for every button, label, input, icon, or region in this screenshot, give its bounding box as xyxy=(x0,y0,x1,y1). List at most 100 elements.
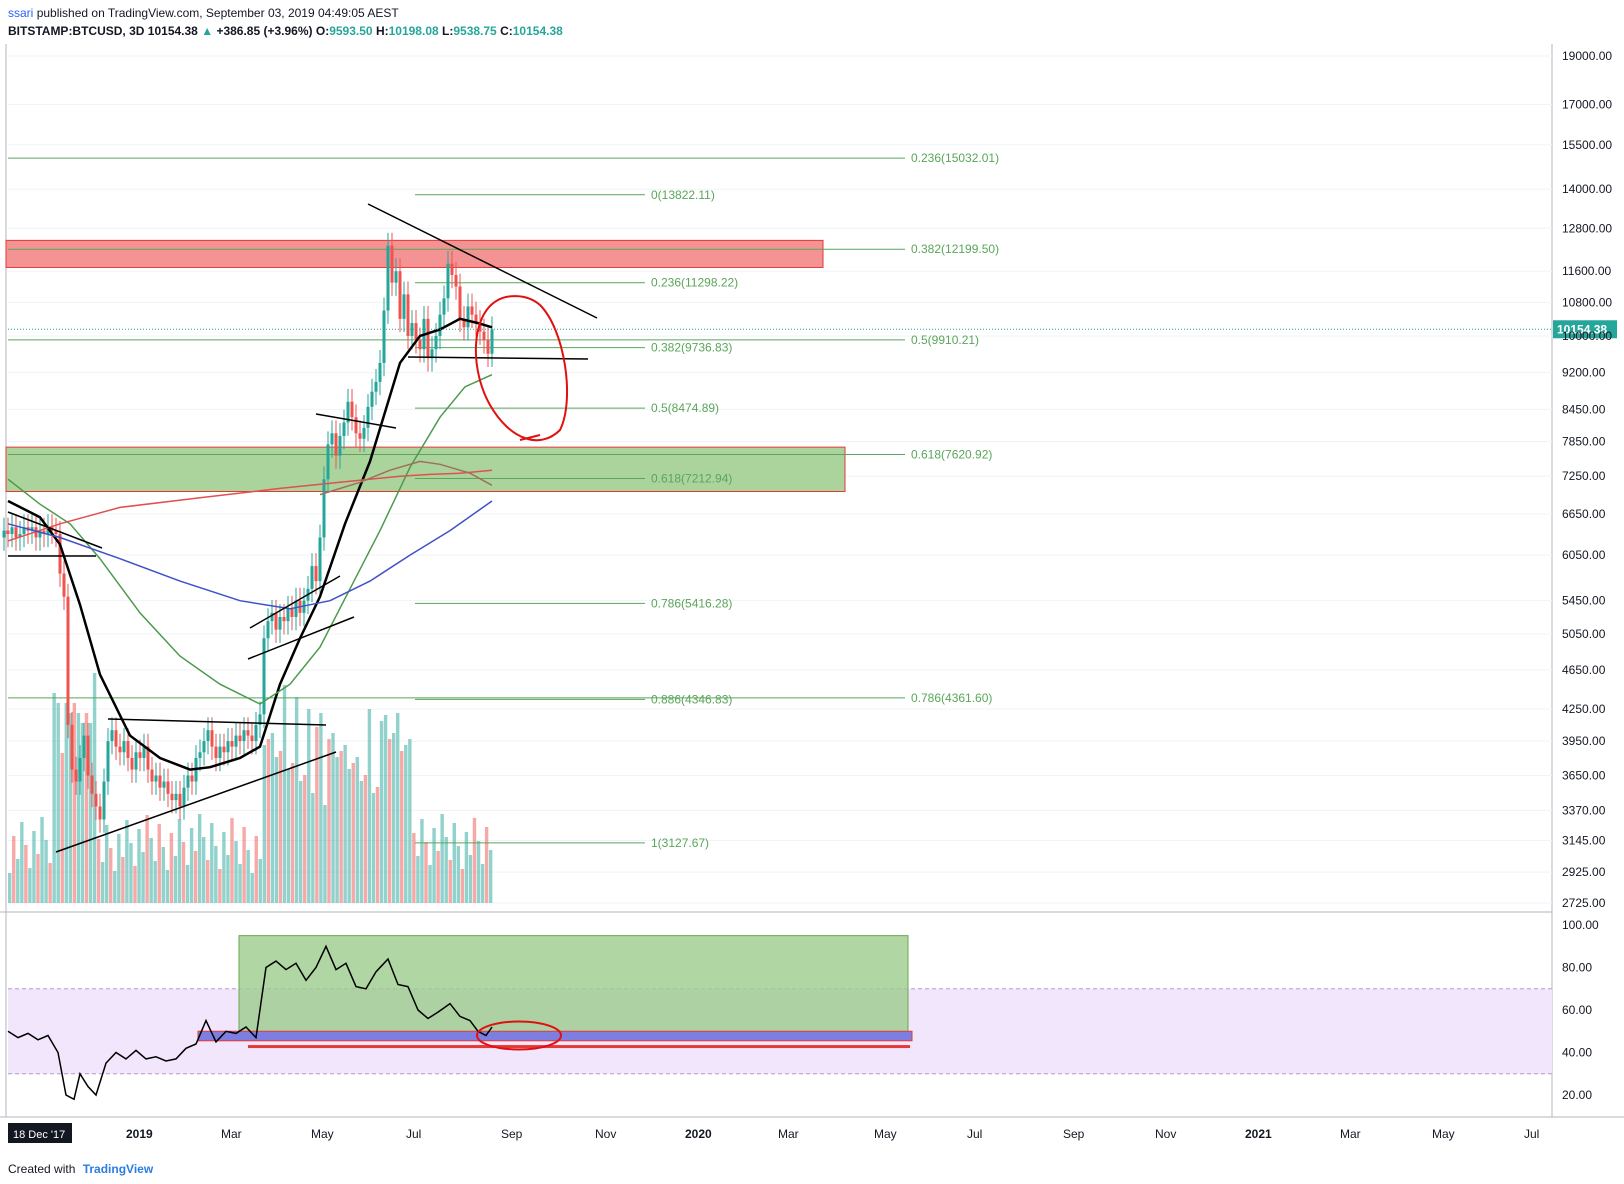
volume-bar xyxy=(274,757,279,903)
candle-body xyxy=(398,271,402,319)
candle-body xyxy=(226,741,230,753)
price-tick-label: 2925.00 xyxy=(1562,865,1606,879)
tradingview-logo[interactable]: TradingView xyxy=(82,1162,154,1176)
volume-bar xyxy=(185,865,190,903)
candle-body xyxy=(210,730,214,747)
rsi-tick-label: 40.00 xyxy=(1562,1046,1592,1060)
candle-body xyxy=(138,752,142,758)
candle-body xyxy=(362,427,366,439)
author-link[interactable]: ssari xyxy=(8,6,34,20)
volume-bar xyxy=(408,739,412,903)
created-with-text: Created with xyxy=(8,1162,76,1176)
volume-bar xyxy=(428,865,432,903)
low-value: 9538.75 xyxy=(453,24,497,38)
high-value: 10198.08 xyxy=(388,24,439,38)
candle-body xyxy=(86,735,90,776)
candle-body xyxy=(386,245,390,311)
volume-bar xyxy=(323,805,327,903)
rsi-tick-label: 20.00 xyxy=(1562,1088,1592,1102)
candle-body xyxy=(274,612,278,630)
volume-bar xyxy=(363,775,368,903)
volume-bar xyxy=(355,757,359,903)
annotation-circle xyxy=(474,295,569,442)
candle-body xyxy=(394,271,398,283)
candle-body xyxy=(402,294,406,319)
candle-body xyxy=(378,362,382,382)
volume-bar xyxy=(210,823,214,903)
volume-bar xyxy=(379,721,384,903)
volume-bar xyxy=(48,863,52,903)
candle-body xyxy=(374,381,378,392)
volume-bar xyxy=(242,827,246,903)
candle-body xyxy=(14,527,18,538)
time-cursor-tag xyxy=(8,1123,72,1143)
volume-bar xyxy=(359,781,364,903)
volume-bar xyxy=(137,829,141,903)
price-tick-label: 17000.00 xyxy=(1562,98,1612,112)
volume-bar xyxy=(375,787,380,903)
volume-bar xyxy=(214,846,218,903)
fib-level-label: 0.618(7212.94) xyxy=(651,471,732,485)
volume-bar xyxy=(452,823,456,903)
time-tick-label: Jul xyxy=(406,1127,421,1141)
price-tick-label: 7250.00 xyxy=(1562,469,1606,483)
candle-body xyxy=(134,752,138,770)
price-tick-label: 9200.00 xyxy=(1562,365,1606,379)
candle-body xyxy=(230,741,234,747)
candle-body xyxy=(350,401,354,418)
volume-bar xyxy=(169,833,174,903)
candle-body xyxy=(198,752,202,758)
candle-body xyxy=(174,793,178,801)
candle-body xyxy=(286,608,290,622)
candle-body xyxy=(358,433,362,439)
candle-body xyxy=(434,335,438,350)
volume-bar xyxy=(113,871,117,903)
volume-bar xyxy=(165,870,170,903)
fib-level-label: 0(13822.11) xyxy=(651,188,715,202)
candle-body xyxy=(38,530,42,538)
price-tick-label: 2725.00 xyxy=(1562,896,1606,910)
volume-bar xyxy=(238,864,242,903)
candle-body xyxy=(450,263,454,275)
volume-bar xyxy=(44,840,48,903)
volume-bar xyxy=(262,745,267,903)
candle-body xyxy=(142,746,146,758)
moving-average-line xyxy=(7,500,493,610)
candle-body xyxy=(338,436,342,456)
candle-body xyxy=(270,612,274,622)
volume-bar xyxy=(456,846,461,903)
candle-body xyxy=(78,757,82,782)
open-label: O: xyxy=(315,24,330,38)
trendline xyxy=(315,413,397,429)
candle-body xyxy=(98,806,102,820)
price-tick-label: 19000.00 xyxy=(1562,49,1612,63)
last-price: 10154.38 xyxy=(147,24,198,38)
candle-body xyxy=(2,530,6,538)
price-tick-label: 3370.00 xyxy=(1562,803,1606,817)
candle-body xyxy=(186,775,190,788)
volume-bar xyxy=(68,713,73,903)
volume-bar xyxy=(448,860,452,903)
volume-bar xyxy=(444,837,448,903)
candle-body xyxy=(106,741,110,782)
price-tick-label: 6650.00 xyxy=(1562,507,1606,521)
time-tick-label: Jul xyxy=(1524,1127,1539,1141)
high-label: H: xyxy=(375,24,389,38)
volume-bar xyxy=(286,769,291,903)
ohlc-legend: BITSTAMP:BTCUSD, 3D 10154.38 ▲ +386.85 (… xyxy=(8,24,563,38)
candle-body xyxy=(122,741,126,753)
candle-body xyxy=(326,444,330,480)
trendline xyxy=(55,751,337,853)
candle-body xyxy=(282,616,286,622)
volume-bar xyxy=(145,815,149,903)
volume-bar xyxy=(315,727,319,903)
price-tick-label: 3145.00 xyxy=(1562,833,1606,847)
fib-level-label: 0.786(4361.60) xyxy=(911,691,992,705)
volume-bar xyxy=(335,757,339,903)
volume-bar xyxy=(149,838,153,903)
volume-bar xyxy=(100,862,105,903)
time-tick-label: Mar xyxy=(221,1127,242,1141)
volume-bar xyxy=(129,843,133,903)
candle-body xyxy=(62,573,66,597)
